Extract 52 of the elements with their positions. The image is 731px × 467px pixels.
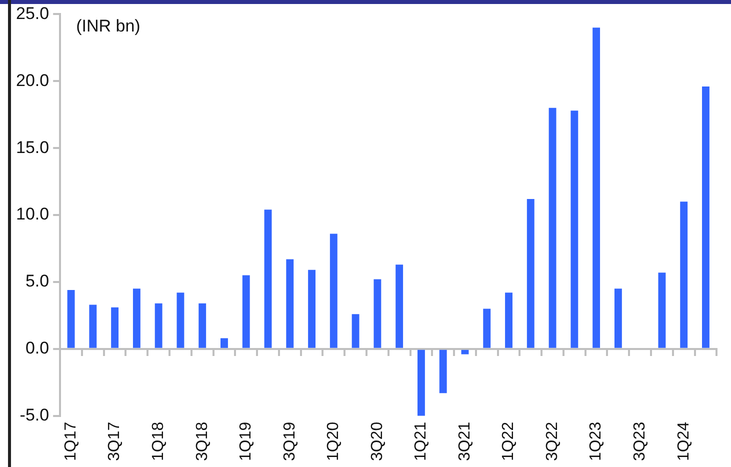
bar (242, 275, 250, 348)
bar (658, 272, 666, 348)
bar (680, 202, 688, 348)
x-tick-label: 3Q18 (194, 422, 211, 461)
bar (417, 350, 425, 416)
bar (198, 303, 206, 348)
y-tick-label: 5.0 (25, 272, 50, 291)
x-tick-label: 3Q20 (368, 422, 386, 461)
annotation: (INR bn) (76, 16, 140, 36)
x-tick-label: 1Q18 (150, 422, 167, 461)
x-tick-label: 3Q22 (544, 422, 561, 461)
bar (286, 259, 294, 348)
bar (505, 292, 512, 348)
bar (592, 28, 600, 348)
x-tick-label: 1Q17 (62, 422, 80, 461)
bar (67, 290, 75, 348)
bar (352, 314, 360, 348)
bar (702, 86, 710, 348)
bar (614, 288, 622, 348)
bar (308, 270, 316, 348)
bar (220, 338, 228, 348)
x-tick-label: 3Q17 (106, 422, 124, 461)
x-tick-label: 1Q24 (675, 422, 692, 461)
x-tick-label: 1Q22 (500, 422, 518, 461)
bar (526, 198, 534, 348)
y-tick-label: 0.0 (25, 338, 50, 358)
bar (548, 108, 556, 348)
bar (570, 110, 578, 348)
y-tick-label: 25.0 (16, 4, 50, 23)
bar (264, 210, 272, 348)
bar (461, 350, 469, 354)
bar (483, 308, 491, 348)
x-tick-label: 3Q23 (631, 422, 648, 461)
y-tick-label: 10.0 (16, 204, 50, 224)
x-tick-label: 1Q19 (238, 422, 255, 461)
bar (111, 307, 119, 348)
bar (176, 292, 184, 348)
x-tick-label: 1Q21 (412, 422, 430, 461)
y-tick-label: 20.0 (16, 70, 50, 90)
x-tick-label: 3Q19 (281, 422, 298, 461)
y-tick-label: -5.0 (20, 406, 50, 425)
bar (374, 279, 382, 348)
bar (89, 304, 97, 348)
bar (439, 350, 447, 394)
y-tick-label: 15.0 (16, 138, 50, 157)
x-tick-label: 3Q21 (456, 422, 474, 461)
x-tick-label: 1Q20 (325, 422, 342, 461)
bar (396, 264, 404, 348)
x-tick-label: 1Q23 (588, 422, 605, 461)
bar (154, 303, 162, 348)
bar (132, 288, 140, 348)
bar (330, 234, 338, 348)
